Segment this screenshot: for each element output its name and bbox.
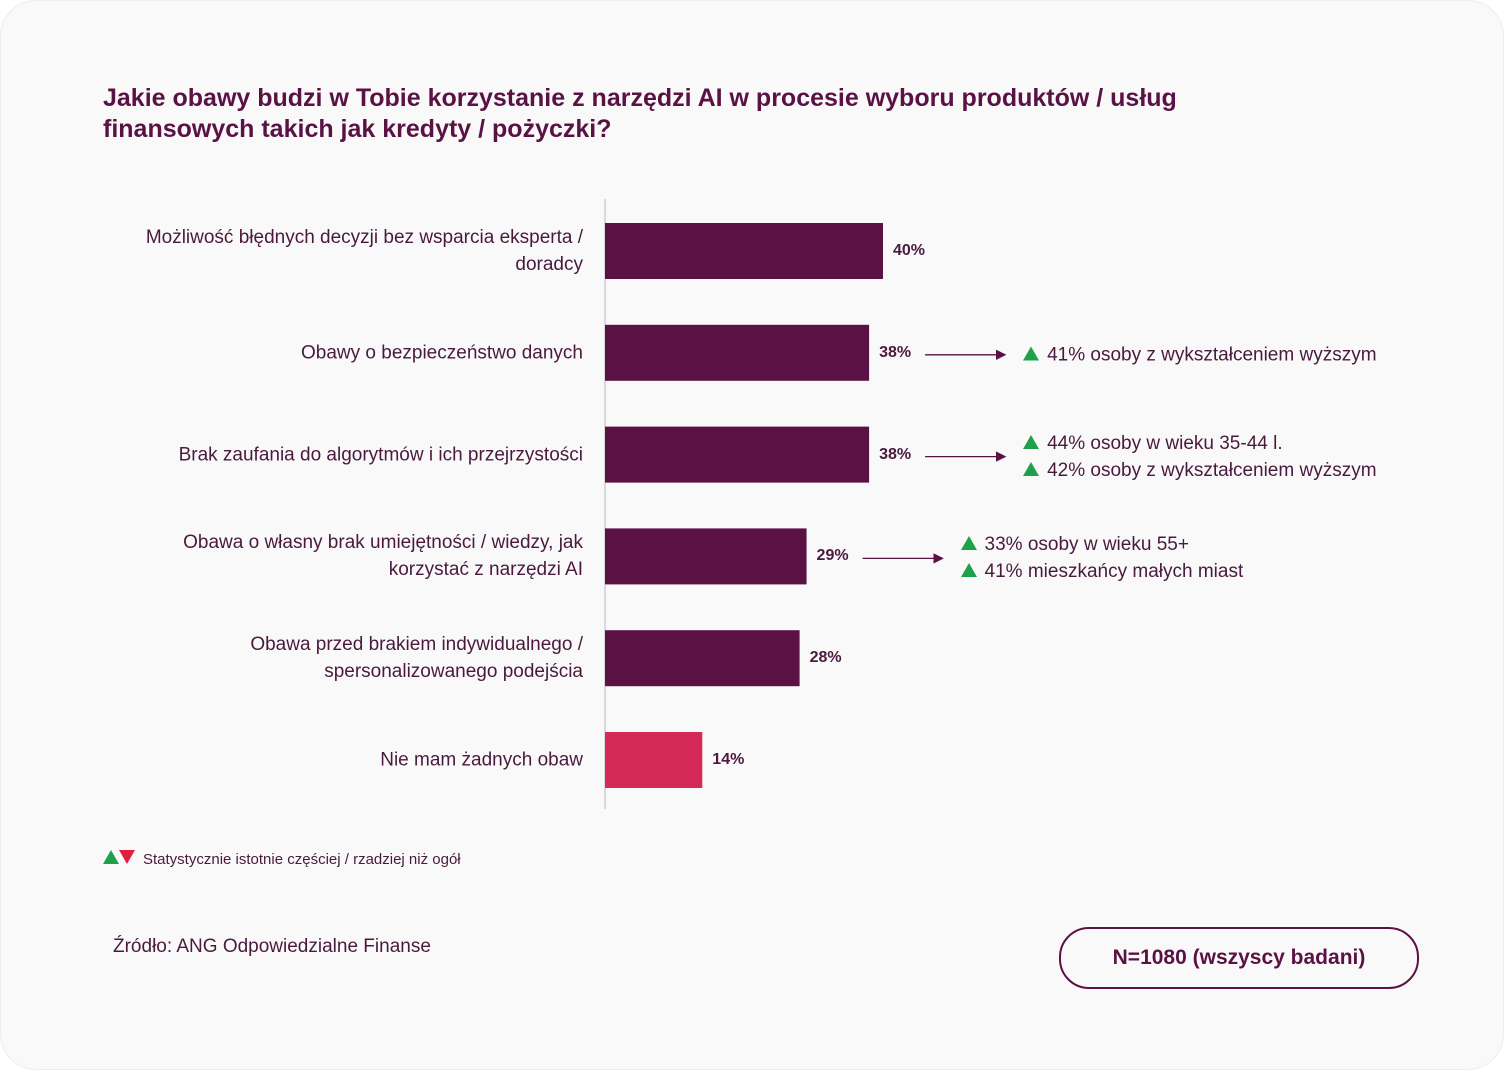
category-label: Obawy o bezpieczeństwo danych — [301, 342, 583, 364]
annotation-text: 44% osoby w wieku 35-44 l. — [1047, 432, 1283, 454]
annotation-line: 41% osoby z wykształceniem wyższym — [1023, 341, 1377, 368]
value-label: 38% — [879, 343, 912, 361]
bar — [605, 324, 870, 381]
legend-note: Statystycznie istotnie częściej / rzadzi… — [103, 850, 461, 868]
annotation: 41% osoby z wykształceniem wyższym — [1023, 341, 1377, 368]
annotation-text: 42% osoby z wykształceniem wyższym — [1047, 459, 1377, 481]
value-label: 38% — [879, 445, 912, 463]
category-label: Nie mam żadnych obaw — [380, 749, 583, 771]
category-label: Obawa o własny brak umiejętności / wiedz… — [183, 532, 583, 581]
up-triangle — [1023, 461, 1040, 476]
up-triangle — [960, 536, 977, 551]
up-triangle — [1023, 346, 1040, 361]
category-label: Obawa przed brakiem indywidualnego / spe… — [250, 634, 583, 683]
annotation-text: 41% mieszkańcy małych miast — [984, 561, 1244, 583]
annotation-line: 44% osoby w wieku 35-44 l. — [1023, 430, 1376, 457]
sample-badge: N=1080 (wszyscy badani) — [1059, 927, 1419, 989]
annotation-text: 33% osoby w wieku 55+ — [984, 534, 1189, 556]
up-triangle — [1023, 434, 1040, 449]
value-label: 28% — [809, 649, 842, 667]
legend-text: Statystycznie istotnie częściej / rzadzi… — [143, 851, 461, 868]
annotation: 33% osoby w wieku 55+ 41% mieszkańcy mały… — [960, 531, 1244, 585]
value-label: 14% — [712, 751, 745, 768]
source: Źródło: ANG Odpowiedzialne Finanse — [113, 936, 431, 957]
annotation-line: 41% mieszkańcy małych miast — [960, 558, 1244, 585]
annotation-line: 42% osoby z wykształceniem wyższym — [1023, 457, 1377, 484]
annotation-line: 33% osoby w wieku 55+ — [960, 531, 1244, 558]
annotation-text: 41% osoby z wykształceniem wyższym — [1047, 344, 1377, 366]
category-label: Możliwość błędnych decyzji bez wsparcia … — [145, 227, 583, 275]
category-label: Brak zaufania do algorytmów i ich przejr… — [178, 444, 583, 466]
value-label: 40% — [893, 242, 926, 259]
bar — [605, 223, 883, 279]
bar — [605, 528, 807, 585]
bar — [605, 630, 800, 687]
chart-title: Jakie obawy budzi w Tobie korzystanie z … — [103, 84, 1177, 143]
annotation: 44% osoby w wieku 35-44 l. 42% osoby z wy… — [1023, 430, 1377, 484]
up-triangle — [960, 563, 977, 578]
value-label: 29% — [816, 547, 849, 565]
bar — [605, 732, 703, 788]
bar — [605, 426, 870, 483]
